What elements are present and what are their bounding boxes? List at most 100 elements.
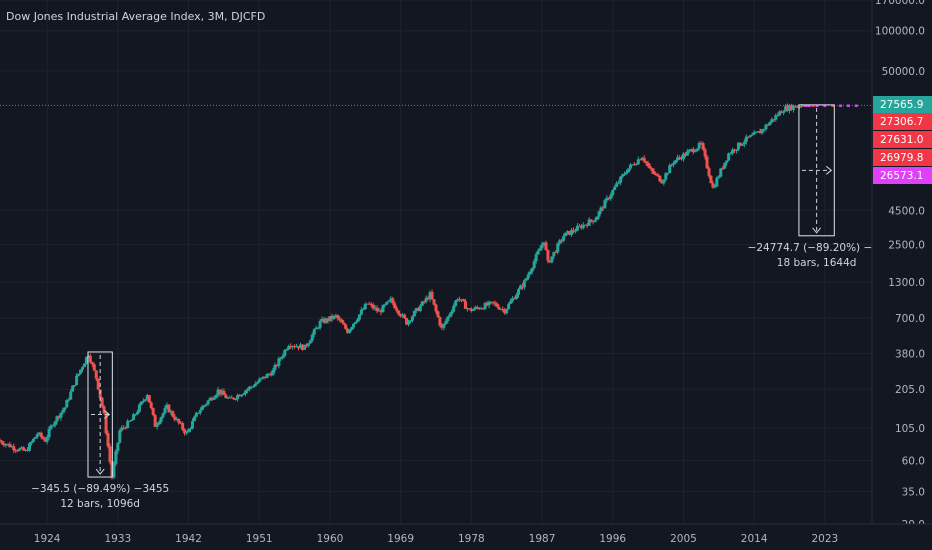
candle-body [185, 432, 189, 434]
price-axis[interactable]: 20.035.060.0105.0205.0380.0700.01300.025… [875, 0, 925, 531]
candle-body [456, 299, 460, 301]
candle-body [715, 177, 719, 187]
measure-tool[interactable]: −24774.7 (−89.20%) −24 18 bars, 1644d [748, 104, 886, 269]
candle-body [786, 106, 790, 111]
candle-body [395, 308, 399, 311]
candle-body [501, 308, 505, 310]
candle-body [678, 157, 682, 159]
candle-body [617, 182, 621, 184]
candle-body [43, 438, 47, 442]
candle-body [357, 314, 361, 320]
candle-body [656, 174, 660, 176]
candle-body [336, 315, 340, 319]
candle-body [399, 314, 403, 317]
candle-body [475, 307, 479, 309]
candle-body [585, 224, 589, 226]
price-tag-label: 27306.7 [880, 116, 923, 128]
candle-body [220, 390, 224, 395]
candle-body [73, 385, 77, 387]
candle-body [731, 149, 735, 154]
candle-body [420, 301, 424, 306]
x-tick-label: 2014 [741, 533, 768, 545]
candle-body [410, 316, 414, 321]
measure-tool[interactable]: −345.5 (−89.49%) −3455 12 bars, 1096d [31, 351, 169, 510]
y-tick-label: 700.0 [895, 313, 925, 325]
price-tag-label: 26979.8 [880, 152, 923, 164]
candle-body [422, 301, 426, 303]
candle-body [774, 115, 778, 120]
candle-body [100, 397, 104, 407]
candle-body [788, 105, 792, 111]
candle-body [802, 104, 806, 107]
y-tick-label: 380.0 [895, 348, 925, 360]
candle-body [740, 144, 744, 146]
candle-body [47, 428, 51, 438]
candle-body [727, 153, 731, 161]
candle-body [18, 448, 22, 451]
candle-body [383, 304, 387, 306]
candle-body [51, 425, 55, 427]
candle-body [564, 232, 568, 237]
candle-body [752, 132, 756, 135]
candle-body [556, 243, 560, 253]
candle-body [155, 424, 159, 427]
candle-body [65, 400, 69, 408]
candle-body [483, 303, 487, 310]
candle-body [766, 124, 770, 126]
candle-body [306, 343, 310, 347]
candle-body [206, 400, 210, 405]
candle-body [811, 104, 815, 107]
candle-body [542, 242, 546, 245]
candle-body [782, 111, 786, 113]
candle-body [134, 414, 138, 416]
candle-body [163, 408, 167, 414]
candle-body [196, 412, 200, 414]
candle-body [281, 355, 285, 358]
candle-body [147, 395, 151, 403]
candle-body [768, 122, 772, 126]
candle-body [615, 183, 619, 187]
candle-body [689, 149, 693, 151]
candle-body [530, 268, 534, 272]
candle-body [304, 344, 308, 347]
candle-body [709, 175, 713, 184]
candle-body [190, 421, 194, 429]
candle-body [6, 443, 10, 445]
candle-body [495, 303, 499, 307]
candle-body [385, 301, 389, 305]
candle-body [613, 186, 617, 190]
measure-arrow-right [825, 165, 833, 175]
price-tags: 27565.9 27306.7 27631.0 26979.8 26573.1 [873, 96, 932, 184]
candle-body [465, 308, 469, 310]
candle-body [672, 163, 676, 165]
candle-body [681, 153, 685, 160]
x-tick-label: 1933 [104, 533, 131, 545]
candle-body [297, 346, 301, 349]
candle-body [762, 129, 766, 131]
candle-body [485, 303, 489, 306]
candle-body [839, 104, 843, 107]
candle-body [269, 373, 273, 376]
candle-body [367, 303, 371, 305]
candle-body [469, 308, 473, 312]
candle-body [259, 378, 263, 380]
candle-body [650, 168, 654, 172]
candle-body [293, 346, 297, 348]
x-tick-label: 2005 [670, 533, 697, 545]
candle-body [403, 314, 407, 319]
candle-body [261, 376, 265, 379]
candle-body [725, 160, 729, 163]
candle-body [552, 251, 556, 257]
candle-body [648, 166, 652, 169]
candle-body [693, 150, 697, 153]
candle-body [625, 172, 629, 174]
candle-body [39, 432, 43, 438]
candle-body [165, 404, 169, 409]
measure-arrow-down [95, 468, 105, 475]
candle-body [397, 310, 401, 315]
time-axis[interactable]: 1924 1933 1942 1951 1960 1969 1978 1987 1996 2005… [34, 533, 838, 545]
candle-body [285, 349, 289, 351]
candle-body [273, 365, 277, 370]
candle-body [446, 316, 450, 322]
